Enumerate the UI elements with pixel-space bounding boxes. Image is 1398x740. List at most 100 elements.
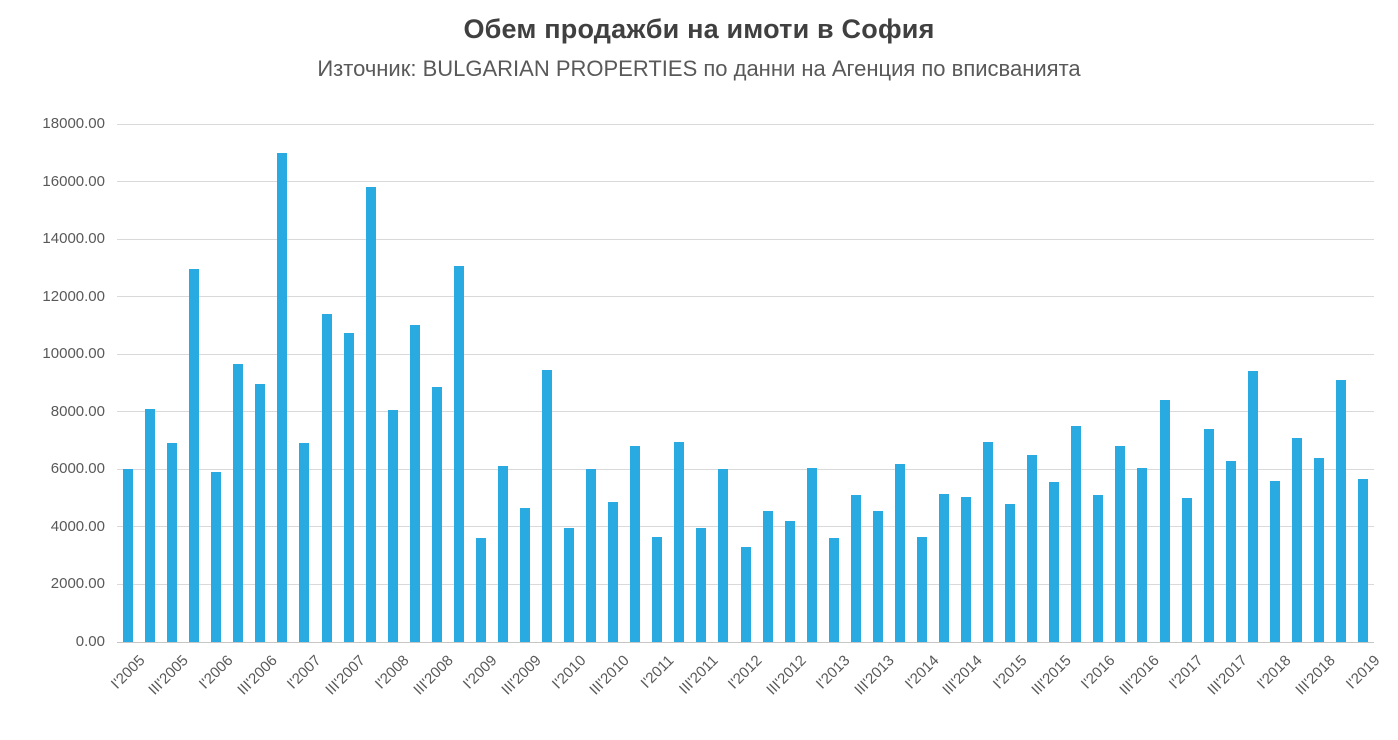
x-axis-tick-label: I'2008 [372, 652, 413, 693]
bar [519, 508, 530, 642]
bar [1203, 429, 1214, 642]
x-axis-tick-label: III'2015 [1027, 652, 1075, 699]
y-axis-tick-label: 12000.00 [42, 287, 105, 305]
bar [167, 443, 178, 642]
x-axis-tick-label: III'2007 [322, 652, 369, 699]
x-axis-tick-label: I'2017 [1165, 652, 1207, 693]
bar [1291, 437, 1302, 642]
gridline [117, 353, 1374, 355]
x-axis-tick-label: I'2007 [283, 652, 325, 693]
y-axis-tick-label: 4000.00 [50, 517, 105, 535]
bar [453, 266, 464, 642]
bar [608, 502, 619, 642]
x-axis-tick-label: I'2013 [813, 652, 854, 693]
x-axis-tick-label: I'2018 [1254, 652, 1295, 693]
bar [277, 152, 288, 642]
bar [762, 511, 773, 642]
bar [828, 538, 839, 642]
x-axis-tick-label: I'2014 [901, 652, 942, 693]
y-axis-tick-label: 0.00 [75, 633, 105, 650]
bar [145, 408, 156, 642]
bar [1247, 371, 1258, 642]
x-axis-tick-label: I'2015 [989, 652, 1031, 693]
bar [299, 443, 310, 642]
x-axis-tick-label: I'2016 [1077, 652, 1119, 693]
bar [961, 496, 972, 642]
bar [806, 467, 817, 642]
bar [409, 325, 420, 642]
bar [1115, 446, 1126, 642]
y-axis-tick-label: 8000.00 [50, 402, 105, 420]
y-axis-tick-label: 14000.00 [42, 230, 105, 248]
bar [365, 187, 376, 642]
gridline [117, 468, 1374, 470]
bar [718, 469, 729, 642]
gridline [117, 181, 1374, 183]
bar [211, 472, 222, 642]
bar [630, 446, 641, 642]
bar [872, 511, 883, 642]
x-axis-tick-label: I'2019 [1342, 652, 1384, 693]
bar [387, 410, 398, 642]
x-axis-tick-label: I'2009 [460, 652, 501, 693]
bar [850, 495, 861, 642]
bar [497, 466, 508, 642]
bar [1005, 503, 1016, 642]
gridline [117, 238, 1374, 240]
bar [123, 469, 134, 642]
bar [740, 547, 751, 642]
y-axis-tick-label: 2000.00 [50, 575, 105, 593]
x-axis-tick-label: I'2010 [548, 652, 590, 693]
bar [255, 384, 266, 642]
y-axis-tick-label: 18000.00 [42, 115, 105, 132]
gridline [117, 526, 1374, 528]
x-axis-tick-label: III'2014 [939, 652, 987, 699]
x-axis-line [117, 641, 1374, 643]
x-axis-tick-label: III'2018 [1292, 652, 1339, 699]
x-axis-tick-label: III'2009 [498, 652, 546, 699]
x-axis-tick-label: III'2008 [410, 652, 457, 699]
bar [431, 387, 442, 642]
y-axis-tick-label: 10000.00 [42, 345, 105, 363]
gridline [117, 123, 1374, 125]
x-axis-tick-label: I'2012 [724, 652, 766, 693]
bar [1049, 482, 1060, 642]
bar [1027, 454, 1038, 642]
bar [1269, 480, 1280, 642]
bar [1357, 479, 1368, 642]
bar [1071, 426, 1082, 642]
x-axis-tick-label: I'2011 [637, 652, 678, 692]
x-axis-tick-label: III'2013 [851, 652, 898, 699]
y-axis-tick-label: 16000.00 [42, 172, 105, 190]
bar [233, 364, 244, 642]
bar [1335, 380, 1346, 642]
chart-title: Обем продажби на имоти в София [463, 14, 935, 44]
x-axis-tick-label: I'2006 [195, 652, 237, 693]
bar [542, 370, 553, 642]
bar [916, 536, 927, 642]
bar [1225, 460, 1236, 642]
bar [343, 332, 354, 642]
y-axis-tick-label: 6000.00 [50, 460, 105, 478]
x-axis-tick-label: III'2012 [763, 652, 810, 699]
bar [1137, 467, 1148, 642]
bar [1159, 400, 1170, 642]
x-axis-tick-label: III'2017 [1204, 652, 1251, 699]
bar [189, 269, 200, 642]
bar [983, 441, 994, 642]
x-axis-tick-label: III'2011 [675, 652, 722, 698]
bar [1181, 498, 1192, 642]
x-axis-tick-label: III'2010 [586, 652, 634, 699]
gridline [117, 411, 1374, 413]
bar [564, 528, 575, 642]
bar [894, 463, 905, 642]
x-axis-tick-label: III'2005 [145, 652, 193, 699]
bar [652, 536, 663, 642]
gridline [117, 296, 1374, 298]
x-axis-tick-label: I'2005 [107, 652, 149, 693]
bar [321, 313, 332, 642]
x-axis-tick-label: III'2006 [233, 652, 281, 699]
bar [586, 469, 597, 642]
